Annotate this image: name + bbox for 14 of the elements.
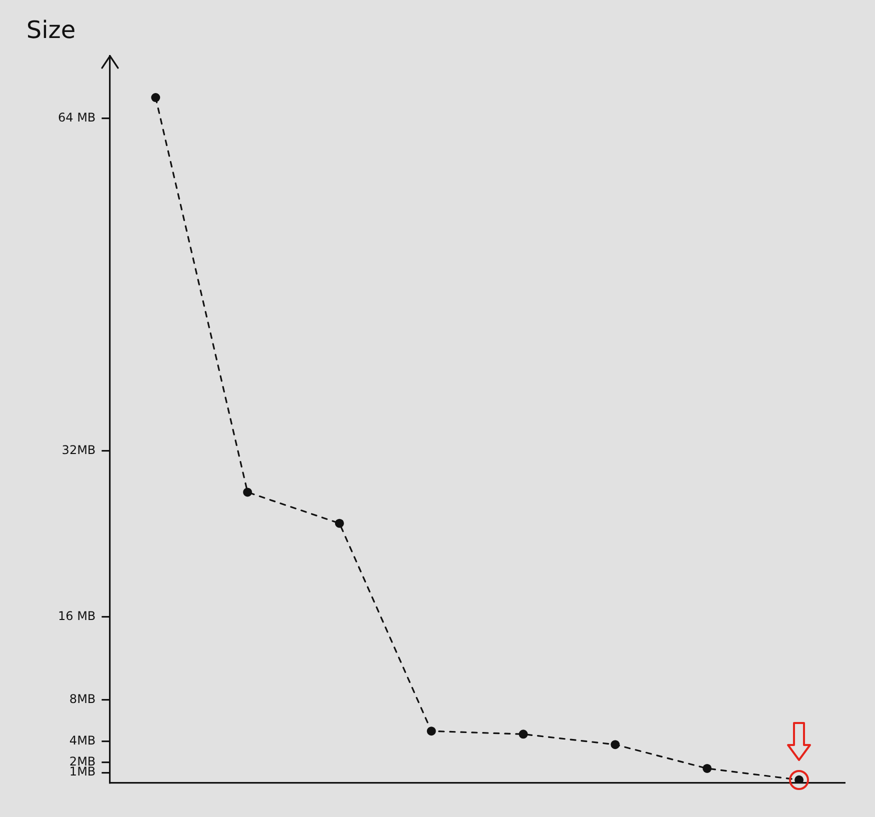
y-tick-label: 8MB	[69, 692, 96, 706]
point	[610, 740, 620, 750]
point	[518, 730, 528, 739]
y-axis-title: Size	[26, 16, 76, 44]
point	[426, 726, 436, 736]
y-tick-label: 32MB	[62, 442, 96, 457]
point	[243, 488, 252, 497]
point	[702, 764, 712, 773]
point	[334, 518, 344, 528]
y-tick-label: 4MB	[69, 734, 96, 748]
y-tick-label: 16 MB	[58, 608, 96, 623]
y-tick-label: 1MB	[69, 764, 96, 779]
point	[151, 93, 160, 102]
y-tick-label: 64 MB	[58, 110, 96, 124]
